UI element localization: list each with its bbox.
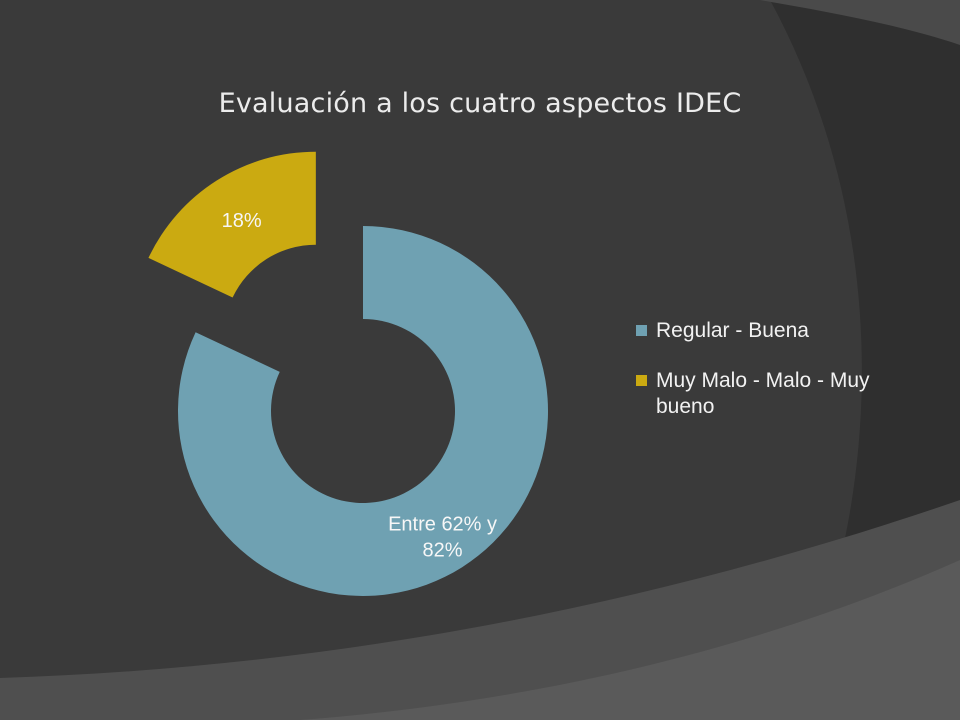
decor-bottom-swoosh-light — [300, 560, 960, 720]
slice-0 — [177, 226, 548, 596]
legend-item-muy-malo-malo-muy-bueno: Muy Malo - Malo - Muy bueno — [636, 368, 936, 420]
data-labels-group: Entre 62% y 82% 18% — [222, 210, 497, 562]
legend-item-regular-buena: Regular - Buena — [636, 318, 936, 344]
decor-top-right-band — [760, 0, 960, 45]
slice-1 — [148, 151, 316, 298]
chart-title: Evaluación a los cuatro aspectos IDEC — [218, 88, 742, 119]
legend-label-muy-malo-malo-muy-bueno: Muy Malo - Malo - Muy bueno — [656, 369, 870, 418]
legend-swatch-regular-buena — [636, 325, 647, 336]
legend-label-regular-buena: Regular - Buena — [656, 319, 809, 342]
legend-swatch-muy-malo-malo-muy-bueno — [636, 375, 647, 386]
data-label-1: 18% — [222, 210, 262, 232]
data-label-0: Entre 62% y 82% — [388, 513, 497, 561]
chart-legend: Regular - Buena Muy Malo - Malo - Muy bu… — [636, 318, 936, 444]
slices-group — [148, 151, 548, 596]
